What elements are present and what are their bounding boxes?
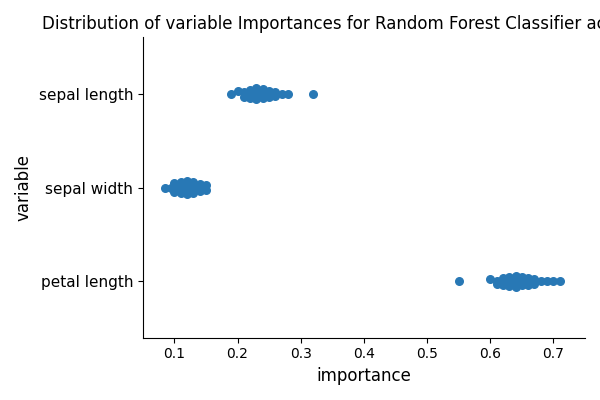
Point [265, 94, 274, 100]
Point [277, 90, 287, 97]
Point [485, 276, 495, 282]
Point [188, 183, 198, 190]
Point [258, 88, 268, 95]
Point [188, 186, 198, 192]
Point [517, 276, 527, 282]
Point [239, 94, 248, 100]
Point [245, 86, 255, 93]
Point [233, 88, 242, 94]
Point [265, 92, 274, 98]
Point [258, 86, 268, 92]
Point [492, 280, 502, 287]
Point [251, 96, 261, 102]
Point [511, 277, 520, 283]
Point [517, 282, 527, 288]
X-axis label: importance: importance [316, 367, 412, 385]
Point [511, 276, 520, 282]
Point [505, 283, 514, 289]
Point [505, 278, 514, 284]
Point [195, 188, 205, 194]
Point [523, 281, 533, 288]
Point [182, 191, 192, 197]
Point [245, 95, 255, 102]
Point [536, 278, 545, 284]
Point [523, 275, 533, 282]
Point [166, 184, 176, 191]
Point [182, 184, 192, 191]
Point [517, 280, 527, 287]
Point [505, 274, 514, 280]
Point [523, 278, 533, 284]
Point [271, 88, 280, 95]
Point [308, 90, 318, 97]
Point [176, 182, 185, 188]
Point [454, 278, 463, 284]
Point [195, 184, 205, 191]
Point [226, 90, 236, 97]
Point [283, 90, 293, 97]
Point [498, 275, 508, 282]
Point [182, 188, 192, 194]
Point [258, 90, 268, 97]
Point [511, 281, 520, 287]
Point [530, 276, 539, 282]
Point [258, 92, 268, 99]
Title: Distribution of variable Importances for Random Forest Classifier across folds: Distribution of variable Importances for… [43, 15, 600, 33]
Point [176, 190, 185, 196]
Point [265, 89, 274, 96]
Point [265, 87, 274, 94]
Point [188, 182, 198, 188]
Point [251, 93, 261, 100]
Point [160, 184, 170, 191]
Point [251, 85, 261, 92]
Point [245, 90, 255, 97]
Point [170, 189, 179, 196]
Point [511, 273, 520, 279]
Point [271, 90, 280, 97]
Point [170, 184, 179, 191]
Y-axis label: variable: variable [15, 154, 33, 221]
Point [201, 182, 211, 189]
Point [542, 278, 552, 284]
Point [251, 90, 261, 97]
Point [176, 178, 185, 185]
Point [195, 181, 205, 188]
Point [182, 178, 192, 184]
Point [511, 284, 520, 290]
Point [530, 280, 539, 287]
Point [201, 186, 211, 193]
Point [170, 180, 179, 186]
Point [239, 89, 248, 96]
Point [176, 187, 185, 193]
Point [188, 187, 198, 193]
Point [492, 278, 502, 284]
Point [251, 88, 261, 94]
Point [498, 281, 508, 288]
Point [548, 278, 558, 284]
Point [555, 278, 565, 284]
Point [258, 95, 268, 102]
Point [517, 274, 527, 281]
Point [188, 190, 198, 196]
Point [271, 92, 280, 99]
Point [182, 181, 192, 188]
Point [188, 179, 198, 186]
